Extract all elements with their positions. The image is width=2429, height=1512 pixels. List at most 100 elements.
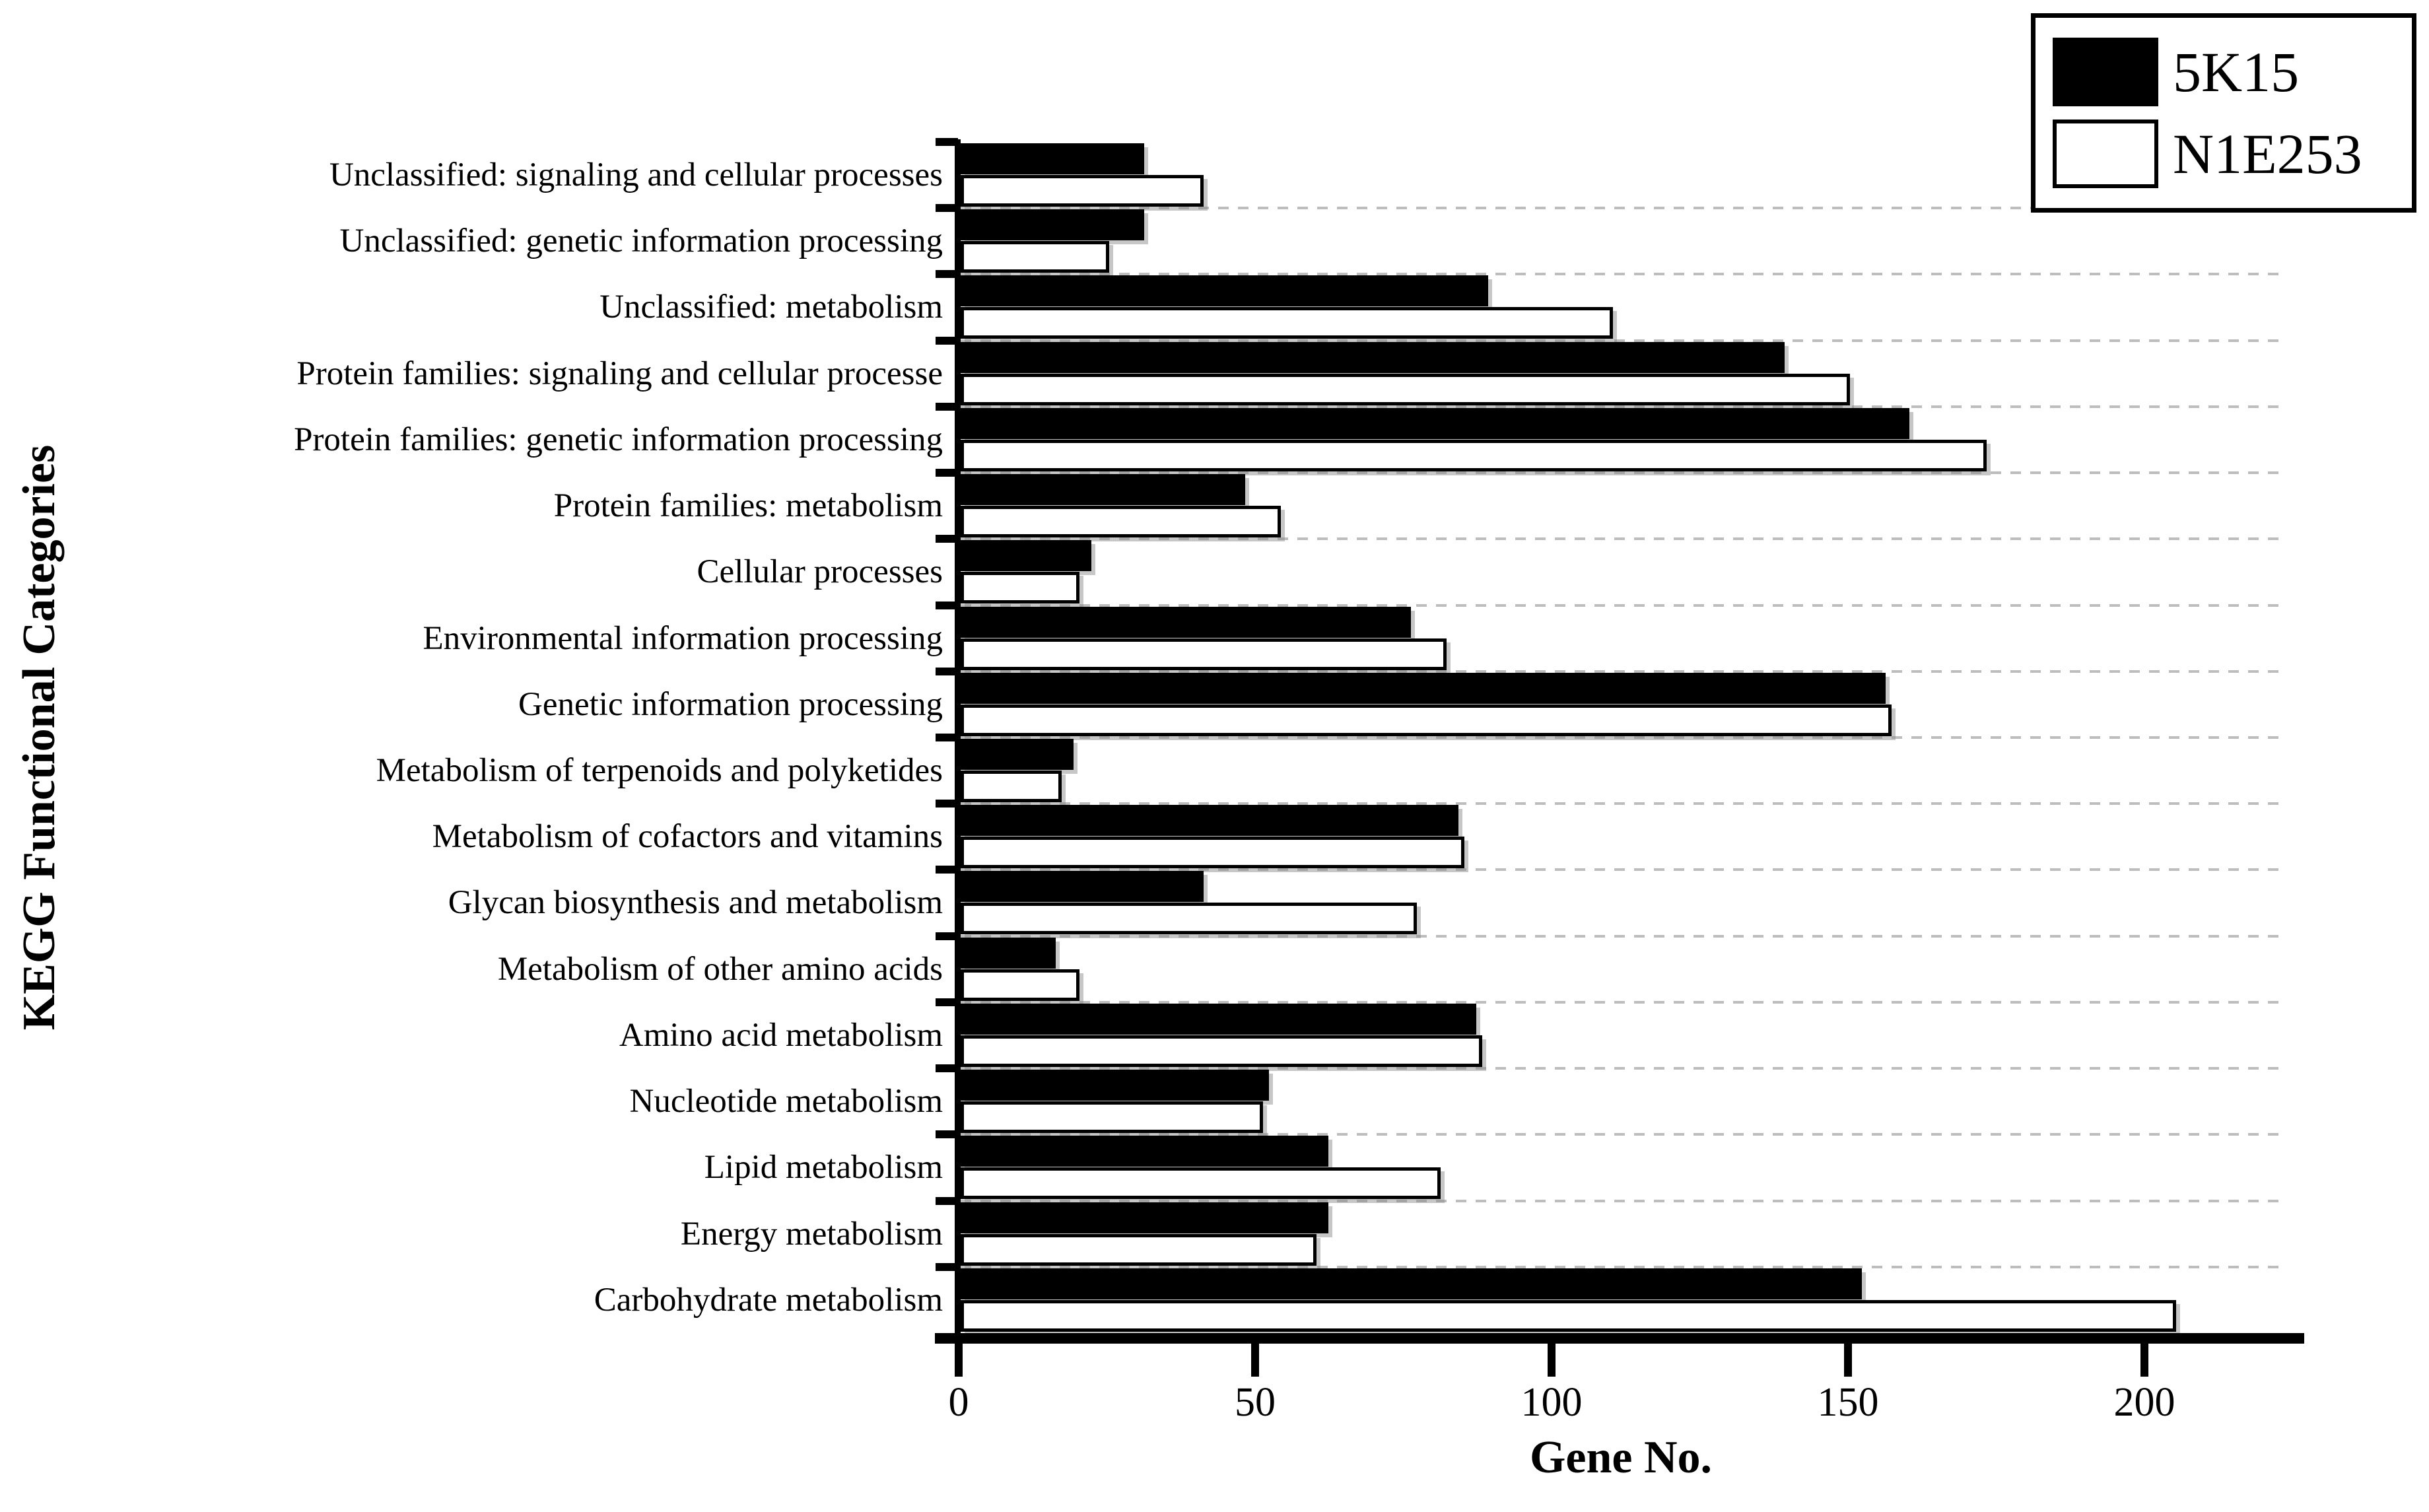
x-axis-tick bbox=[2140, 1344, 2148, 1377]
bar-5k15 bbox=[961, 606, 1412, 638]
y-axis-tick bbox=[936, 866, 958, 874]
gridline bbox=[961, 1133, 2286, 1136]
x-axis-tick bbox=[1251, 1344, 1259, 1377]
bar-n1e253 bbox=[961, 1299, 2176, 1332]
y-axis-tick bbox=[936, 535, 958, 543]
category-label: Energy metabolism bbox=[680, 1215, 943, 1253]
bar-n1e253 bbox=[961, 903, 1418, 935]
bar-n1e253 bbox=[961, 373, 1850, 405]
y-axis-tick bbox=[936, 667, 958, 675]
bar-5k15 bbox=[961, 275, 1489, 307]
bar-n1e253 bbox=[961, 572, 1079, 604]
y-axis-tick bbox=[936, 800, 958, 808]
bar-5k15 bbox=[961, 1070, 1269, 1101]
y-axis-tick bbox=[936, 1196, 958, 1205]
gridline bbox=[961, 736, 2286, 739]
gridline bbox=[961, 537, 2286, 541]
category-label: Unclassified: signaling and cellular pro… bbox=[329, 156, 943, 193]
y-axis-tick bbox=[936, 138, 958, 146]
category-label: Protein families: signaling and cellular… bbox=[296, 355, 943, 392]
bar-5k15 bbox=[961, 341, 1785, 373]
bar-n1e253 bbox=[961, 439, 1987, 471]
category-label: Glycan biosynthesis and metabolism bbox=[448, 884, 943, 922]
y-axis-tick bbox=[936, 1262, 958, 1271]
x-axis-title: Gene No. bbox=[1529, 1432, 1713, 1483]
legend-swatch-white bbox=[2053, 120, 2158, 188]
x-tick-label: 0 bbox=[948, 1380, 969, 1425]
bar-5k15 bbox=[961, 540, 1091, 572]
gridline bbox=[961, 207, 2286, 210]
category-label: Cellular processes bbox=[697, 553, 943, 591]
gridline bbox=[961, 934, 2286, 938]
y-axis-tick bbox=[936, 204, 958, 213]
y-axis-tick bbox=[936, 1064, 958, 1073]
x-axis-tick bbox=[1548, 1344, 1556, 1377]
bar-5k15 bbox=[961, 871, 1204, 903]
gridline bbox=[961, 1199, 2286, 1202]
gridline bbox=[961, 868, 2286, 872]
bar-n1e253 bbox=[961, 837, 1465, 869]
bar-n1e253 bbox=[961, 638, 1447, 670]
category-label: Protein families: genetic information pr… bbox=[294, 421, 943, 458]
bar-n1e253 bbox=[961, 1101, 1263, 1134]
gridline bbox=[961, 802, 2286, 806]
y-axis-tick bbox=[936, 998, 958, 1006]
category-label: Protein families: metabolism bbox=[553, 487, 943, 525]
bar-5k15 bbox=[961, 672, 1886, 704]
gridline bbox=[961, 471, 2286, 475]
x-tick-label: 100 bbox=[1521, 1380, 1583, 1425]
gridline bbox=[961, 670, 2286, 673]
category-label: Unclassified: genetic information proces… bbox=[339, 223, 943, 260]
bar-n1e253 bbox=[961, 1035, 1483, 1067]
gridline bbox=[961, 273, 2286, 276]
legend: 5K15 N1E253 bbox=[2031, 13, 2416, 213]
x-tick-label: 50 bbox=[1235, 1380, 1276, 1425]
category-label: Metabolism of other amino acids bbox=[497, 950, 943, 988]
bar-n1e253 bbox=[961, 175, 1204, 207]
legend-swatch-black bbox=[2053, 38, 2158, 106]
bar-5k15 bbox=[961, 739, 1074, 770]
y-axis-line bbox=[955, 139, 961, 1342]
x-axis-tick bbox=[955, 1344, 963, 1377]
category-label: Lipid metabolism bbox=[704, 1149, 943, 1186]
bar-5k15 bbox=[961, 1136, 1328, 1167]
y-axis-tick bbox=[936, 336, 958, 345]
legend-entry-5k15: 5K15 bbox=[2053, 36, 2412, 108]
x-axis-line bbox=[935, 1333, 2304, 1344]
category-label: Unclassified: metabolism bbox=[599, 289, 943, 326]
bar-n1e253 bbox=[961, 1167, 1441, 1200]
x-tick-label: 150 bbox=[1817, 1380, 1879, 1425]
bar-5k15 bbox=[961, 1268, 1862, 1299]
gridline bbox=[961, 1000, 2286, 1004]
bar-5k15 bbox=[961, 407, 1909, 439]
y-axis-tick bbox=[936, 469, 958, 477]
y-axis-tick bbox=[936, 402, 958, 411]
y-axis-tick bbox=[936, 734, 958, 741]
legend-label-n1e253: N1E253 bbox=[2173, 122, 2362, 186]
bar-n1e253 bbox=[961, 506, 1281, 538]
bar-n1e253 bbox=[961, 704, 1892, 736]
bar-5k15 bbox=[961, 209, 1145, 241]
bar-n1e253 bbox=[961, 1233, 1317, 1266]
category-label: Genetic information processing bbox=[518, 685, 943, 723]
bar-5k15 bbox=[961, 805, 1459, 837]
category-label: Metabolism of cofactors and vitamins bbox=[432, 818, 943, 856]
gridline bbox=[961, 1067, 2286, 1070]
gridline bbox=[961, 405, 2286, 408]
bar-5k15 bbox=[961, 1202, 1328, 1233]
bar-n1e253 bbox=[961, 771, 1062, 802]
bar-5k15 bbox=[961, 143, 1145, 174]
category-label: Amino acid metabolism bbox=[619, 1016, 943, 1054]
x-axis-tick bbox=[1844, 1344, 1852, 1377]
category-label: Metabolism of terpenoids and polyketides bbox=[376, 752, 943, 789]
category-label: Carbohydrate metabolism bbox=[594, 1281, 943, 1319]
bar-5k15 bbox=[961, 937, 1056, 969]
x-tick-label: 200 bbox=[2113, 1380, 2175, 1425]
bar-n1e253 bbox=[961, 241, 1109, 273]
y-axis-tick bbox=[936, 270, 958, 279]
legend-label-5k15: 5K15 bbox=[2173, 40, 2300, 104]
gridline bbox=[961, 339, 2286, 342]
category-label: Environmental information processing bbox=[423, 619, 943, 657]
bar-n1e253 bbox=[961, 307, 1613, 339]
bar-5k15 bbox=[961, 1003, 1477, 1035]
